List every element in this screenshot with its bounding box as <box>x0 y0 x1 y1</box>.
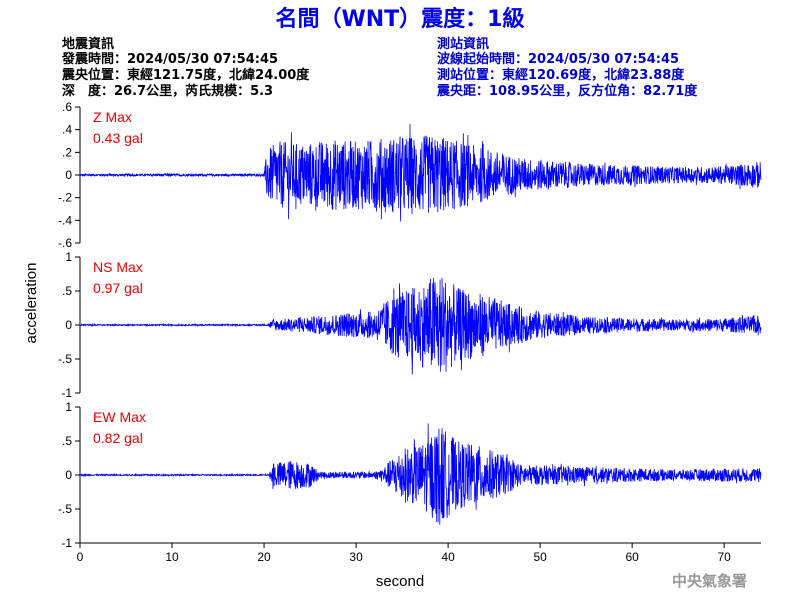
chart-title: 名間（WNT）震度：1級 <box>276 6 525 32</box>
x-tick-label: 40 <box>441 550 455 564</box>
panel-ew: -1 -.5 0 .5 1 EW Max 0.82 gal <box>58 400 762 550</box>
max-title-z: Z Max <box>93 109 132 125</box>
max-value-z: 0.43 gal <box>93 130 143 146</box>
y-tick-label: .5 <box>62 284 72 298</box>
y-tick-label: .4 <box>62 123 72 137</box>
y-tick-label: 1 <box>65 400 72 414</box>
y-tick-label: 0 <box>65 318 72 332</box>
quake-info-position: 震央位置：東經121.75度，北緯24.00度 <box>61 67 310 83</box>
x-tick-label: 50 <box>533 550 547 564</box>
x-tick-label: 10 <box>165 550 179 564</box>
y-tick-label: .5 <box>62 434 72 448</box>
y-tick-label: .6 <box>62 100 72 114</box>
max-title-ew: EW Max <box>93 409 146 425</box>
y-tick-label: -.5 <box>58 502 72 516</box>
quake-info-heading: 地震資訊 <box>62 36 114 52</box>
panel-ns: -1 -.5 0 .5 1 NS Max 0.97 gal <box>58 250 762 400</box>
quake-info-time: 發震時間：2024/05/30 07:54:45 <box>61 51 278 67</box>
trace-z <box>79 123 762 222</box>
station-info-heading: 測站資訊 <box>437 36 489 52</box>
max-value-ns: 0.97 gal <box>93 280 143 296</box>
x-tick-label: 20 <box>257 550 271 564</box>
trace-ew <box>79 423 762 525</box>
trace-ns <box>79 277 762 375</box>
x-tick-label: 0 <box>77 550 84 564</box>
y-axis-label: acceleration <box>23 263 40 344</box>
panel-z: -.6 -.4 -.2 0 .2 .4 .6 Z Max 0.43 gal <box>58 100 762 250</box>
agency-footer: 中央氣象署 <box>672 572 747 590</box>
y-tick-label: -1 <box>61 386 72 400</box>
y-tick-label: -.2 <box>58 191 72 205</box>
x-tick-label: 30 <box>349 550 363 564</box>
plot-area: -.6 -.4 -.2 0 .2 .4 .6 Z Max 0.43 gal -1 -.5 0 .5 1 NS… <box>58 100 762 564</box>
y-tick-label: 1 <box>65 250 72 264</box>
max-value-ew: 0.82 gal <box>93 430 143 446</box>
station-info-wave-start: 波線起始時間：2024/05/30 07:54:45 <box>437 51 679 67</box>
y-tick-label: 0 <box>65 168 72 182</box>
y-tick-label: -.5 <box>58 352 72 366</box>
max-title-ns: NS Max <box>93 259 143 275</box>
y-tick-label: 0 <box>65 468 72 482</box>
quake-info-depth-magnitude: 深 度：26.7公里，芮氏規模：5.3 <box>62 83 273 99</box>
x-tick-label: 70 <box>718 550 732 564</box>
y-tick-label: -1 <box>61 536 72 550</box>
y-tick-label: -.6 <box>58 236 72 250</box>
x-tick-label: 60 <box>625 550 639 564</box>
x-axis-label: second <box>376 573 424 590</box>
y-tick-label: -.4 <box>58 213 72 227</box>
station-info-distance: 震央距：108.95公里，反方位角：82.71度 <box>436 83 698 99</box>
station-info-position: 測站位置：東經120.69度，北緯23.88度 <box>437 67 685 83</box>
y-tick-label: .2 <box>62 145 72 159</box>
